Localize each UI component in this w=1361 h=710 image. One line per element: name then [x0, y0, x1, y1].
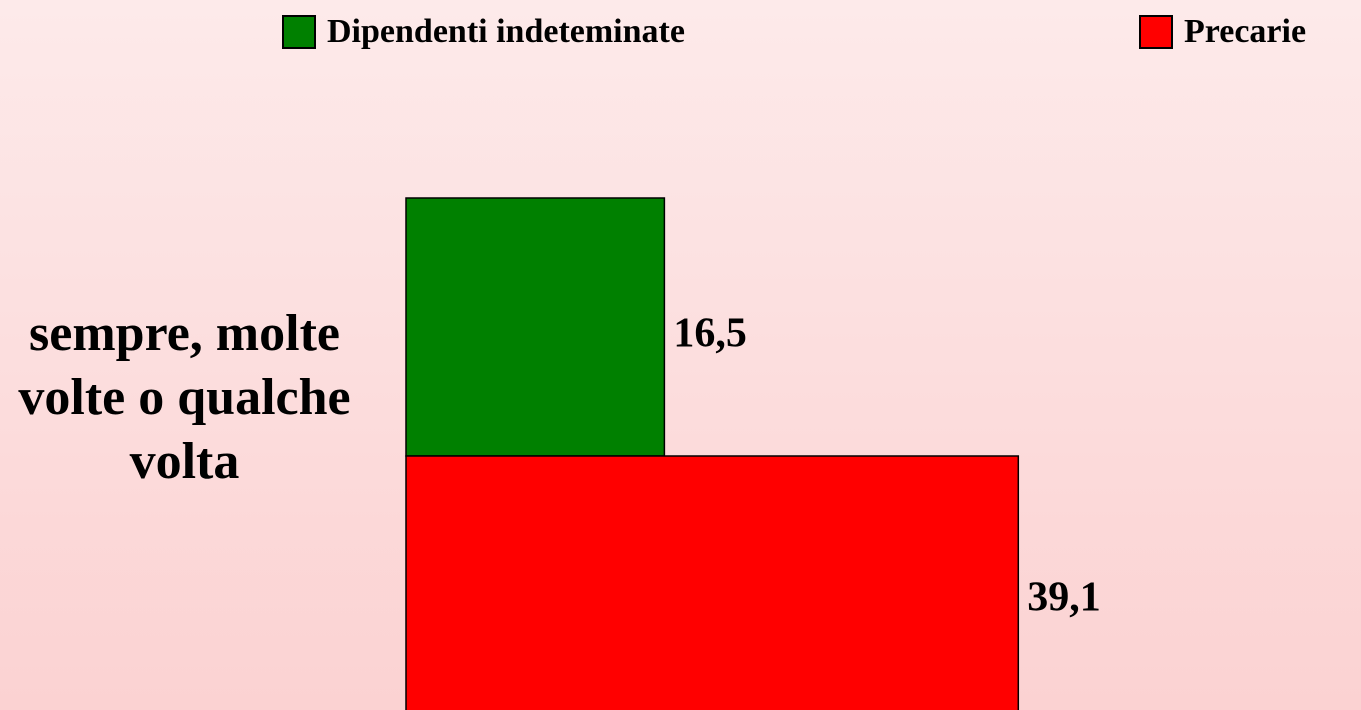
category-label: sempre, molte volte o qualche volta	[18, 305, 351, 490]
value-label: 16,5	[673, 311, 747, 357]
legend-swatch	[1139, 15, 1173, 49]
bar	[405, 455, 1020, 710]
value-label: 39,1	[1027, 575, 1101, 621]
bar	[405, 197, 666, 457]
legend-label: Dipendenti indeteminate	[327, 13, 685, 50]
legend-swatch	[282, 15, 316, 49]
legend-label: Precarie	[1184, 13, 1306, 50]
